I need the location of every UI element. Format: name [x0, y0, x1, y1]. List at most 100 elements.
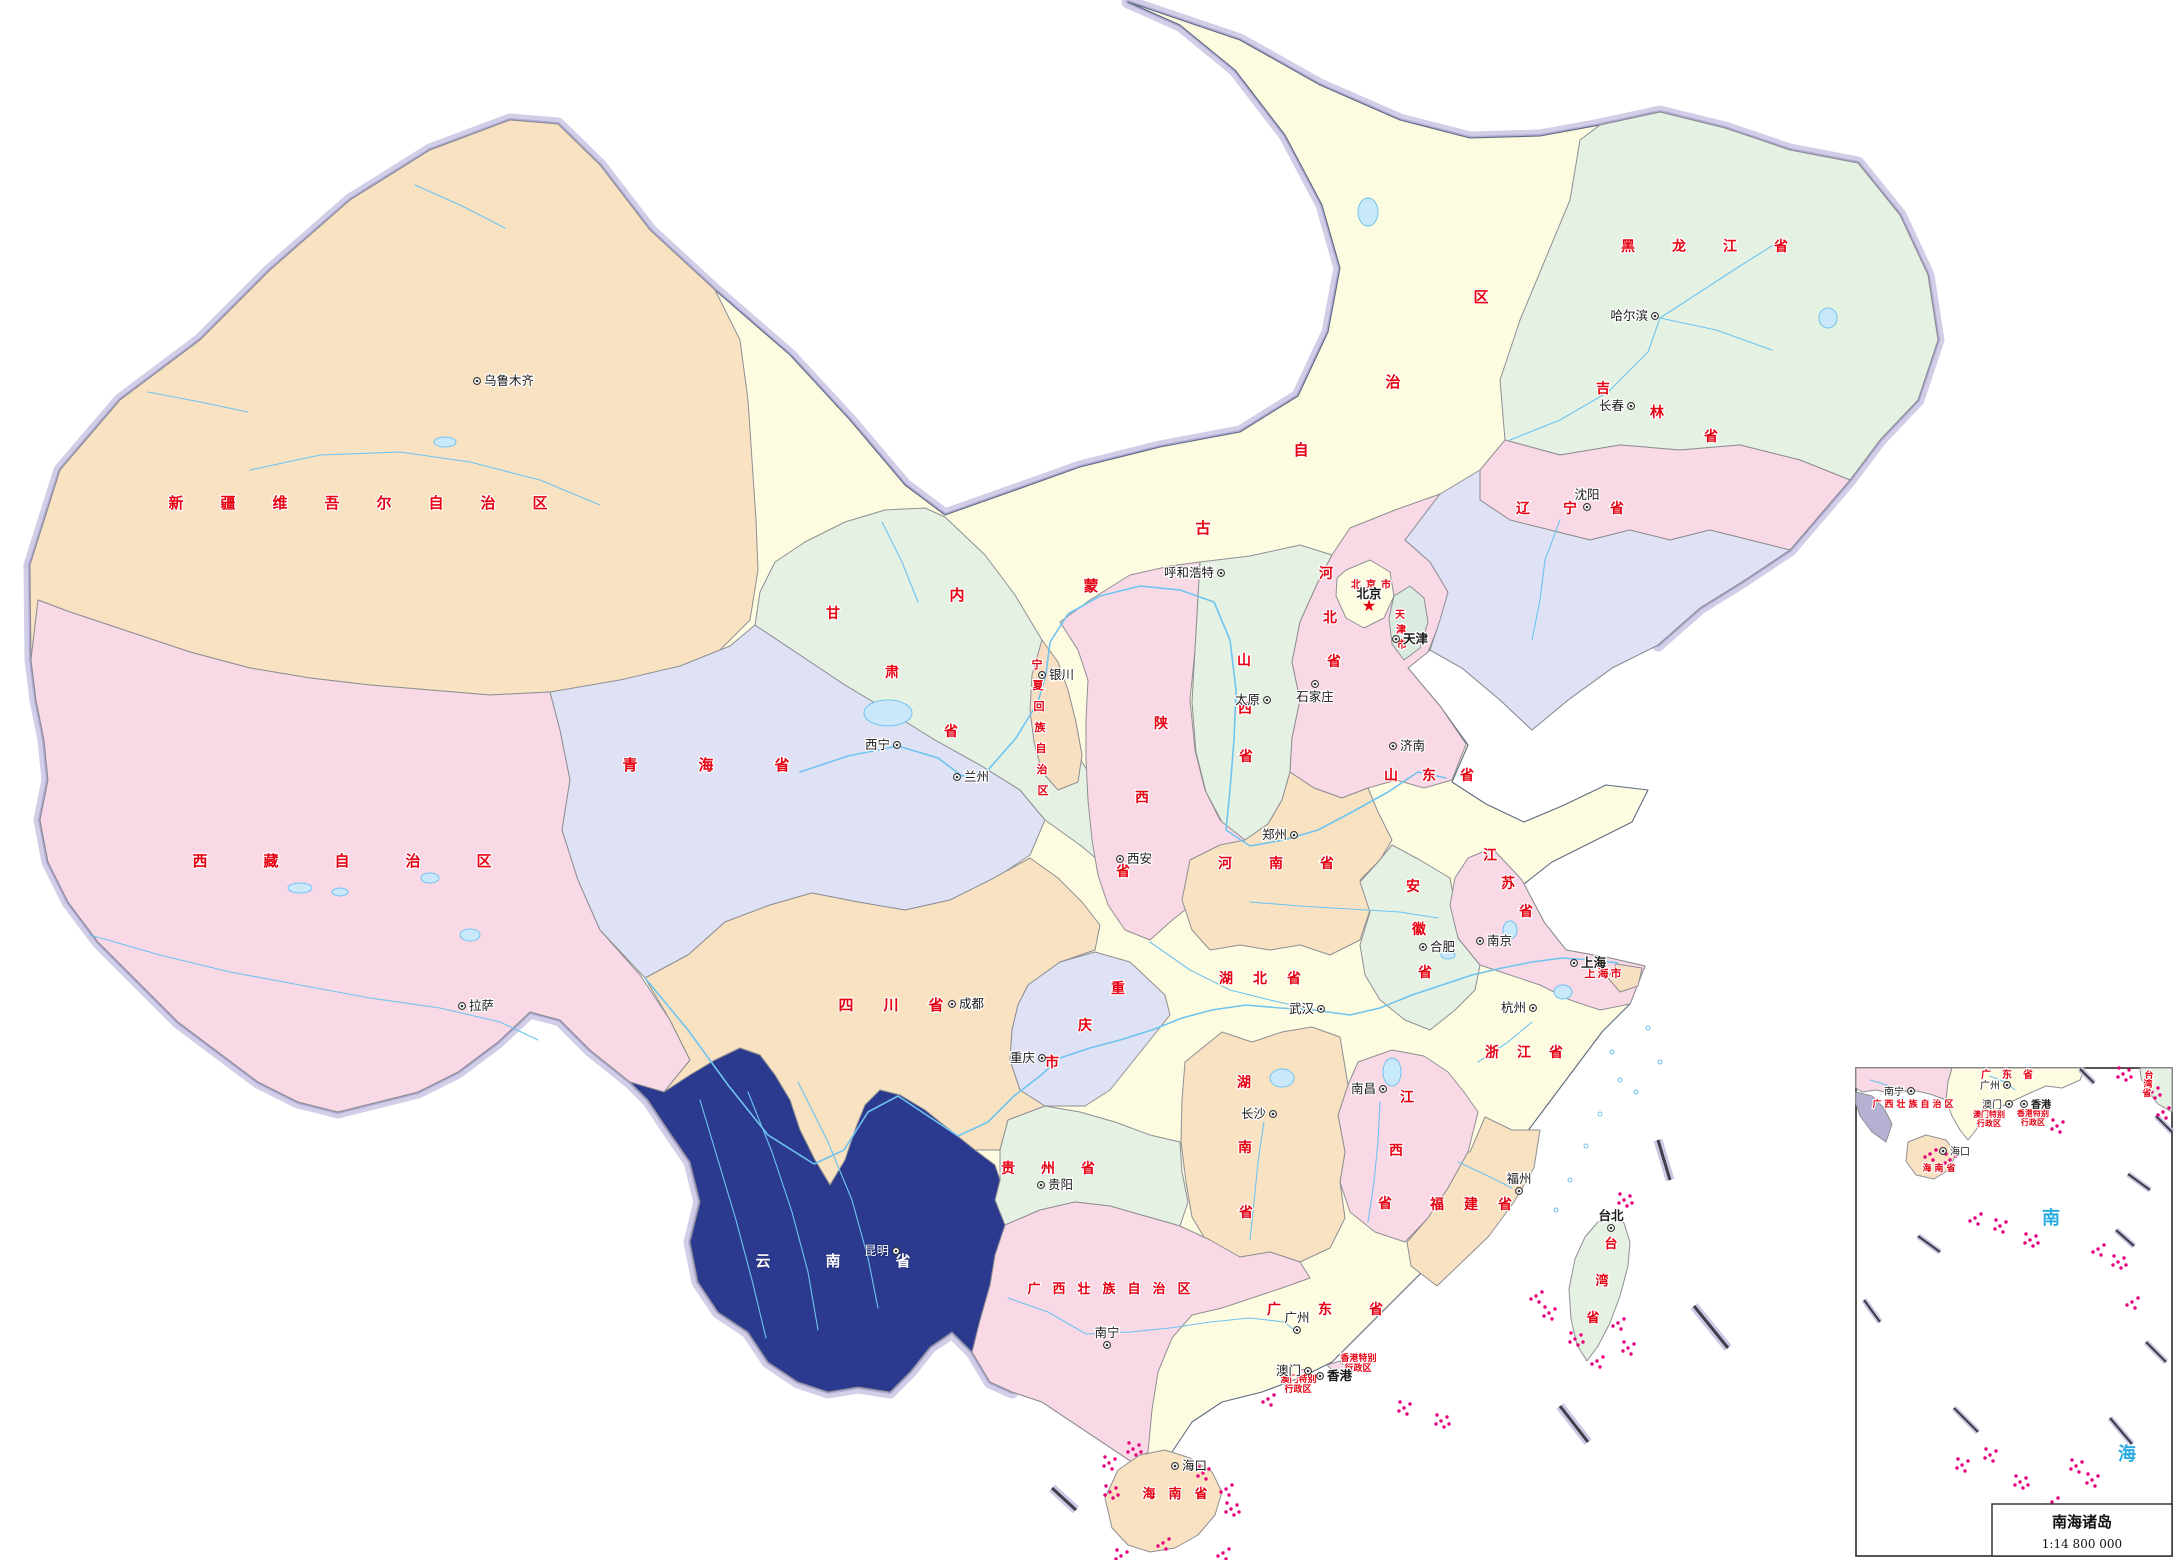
map-label-char: 浙 — [1485, 1044, 1499, 1061]
map-label-char: 海 — [1598, 966, 1609, 980]
map-label-char: 省 — [1417, 964, 1432, 981]
province-fujian[interactable] — [1406, 1116, 1541, 1287]
island-dot — [1237, 1510, 1241, 1514]
island-dot — [1619, 1327, 1623, 1331]
province-yunnan[interactable] — [629, 1047, 1006, 1393]
lake-hongze — [1502, 920, 1518, 940]
island-dot — [2018, 1480, 2022, 1484]
city-marker-dot — [894, 1249, 898, 1253]
city-海口: 海口 — [1939, 1144, 1971, 1159]
map-label-char: 东 — [1318, 1301, 1332, 1318]
island-dot — [1923, 1155, 1927, 1159]
island-dot — [2026, 1483, 2030, 1487]
island-dot — [1630, 1201, 1634, 1205]
city-marker-dot — [1941, 1149, 1945, 1153]
island-dot — [2161, 1110, 2165, 1114]
city-广州: 广州 — [1979, 1079, 2011, 1093]
city-label: 海口 — [1182, 1458, 1207, 1473]
map-label-char: 市 — [1611, 966, 1622, 980]
province-beijing[interactable] — [1335, 559, 1395, 629]
river-irtysh — [414, 184, 506, 229]
map-label-char: 区 — [1993, 1119, 2001, 1128]
island-dot — [1161, 1541, 1165, 1545]
map-label-char: 南 — [2042, 1207, 2060, 1229]
city-marker-dot — [955, 775, 959, 779]
map-label-char: 区 — [1944, 1099, 1953, 1110]
map-label-char: 尔 — [376, 494, 391, 512]
map-label-char: 夏 — [1033, 679, 1045, 692]
map-label-char: 江 — [1483, 847, 1497, 864]
map-label-char: 行 — [1976, 1118, 1985, 1128]
island-dot — [1988, 1453, 1992, 1457]
boundary-dash — [1692, 1305, 1730, 1349]
map-label-char: 南 — [825, 1252, 840, 1270]
province-liaoning[interactable] — [1404, 469, 1791, 731]
inset-taiwan — [2139, 1067, 2173, 1113]
island-dot — [2096, 1474, 2100, 1478]
island-dot — [1547, 1311, 1551, 1315]
map-label-char: 自 — [1127, 1281, 1140, 1297]
map-label-char: 海 — [698, 756, 713, 774]
region-hongkong[interactable] — [1326, 1360, 1348, 1377]
island-dot — [1103, 1493, 1107, 1497]
island-dot — [1113, 1457, 1117, 1461]
city-label: 福州 — [1506, 1171, 1531, 1186]
map-label-char: 台 — [2144, 1069, 2153, 1081]
province-hunan[interactable] — [1180, 1026, 1349, 1263]
map-label-char: 行 — [1343, 1362, 1353, 1374]
city-太原: 太原 — [1234, 691, 1271, 708]
map-label-char: 省 — [1518, 903, 1533, 920]
map-label-char: 重 — [1111, 980, 1125, 997]
island-dot — [1272, 1393, 1276, 1397]
map-label-char: 肃 — [885, 664, 899, 681]
province-tibet[interactable] — [30, 599, 691, 1113]
island-dot — [1204, 1477, 1208, 1481]
map-label-char: 特 — [2033, 1108, 2041, 1118]
province-taiwan[interactable] — [1568, 1212, 1631, 1362]
city-label: 天津 — [1403, 631, 1429, 646]
city-label: 兰州 — [964, 769, 989, 784]
boundary-dash — [2145, 1341, 2167, 1363]
island-dot — [2086, 1472, 2090, 1476]
map-label-char: 庆 — [1078, 1017, 1092, 1034]
island-dot — [2050, 1500, 2054, 1504]
city-海口: 海口 — [1171, 1457, 1208, 1474]
island-dot — [2061, 1120, 2065, 1124]
map-label-char: 特 — [1989, 1109, 1997, 1119]
province-shanghai[interactable] — [1607, 963, 1643, 993]
rivers — [89, 184, 1779, 1339]
map-label-char: 省 — [894, 1252, 910, 1270]
river-gan — [1367, 1101, 1381, 1223]
map-label-char: 青 — [622, 756, 637, 774]
city-福州: 福州 — [1505, 1170, 1533, 1195]
map-label-char: 川 — [882, 996, 898, 1014]
province-hainan[interactable] — [1104, 1449, 1223, 1553]
island-dot — [1632, 1342, 1636, 1346]
island-dot — [1581, 1340, 1585, 1344]
map-label-char: 西 — [192, 852, 207, 870]
inset-title: 南海诸岛 — [2052, 1513, 2112, 1531]
river-jinsha — [797, 1081, 879, 1309]
island-dot — [1998, 1224, 2002, 1228]
city-label: 澳门 — [1982, 1098, 2002, 1111]
map-label-char: 政 — [1985, 1118, 1993, 1128]
province-xinjiang[interactable] — [29, 119, 759, 696]
map-label-char: 藏 — [263, 852, 278, 870]
city-西宁: 西宁 — [864, 736, 901, 753]
map-label-char: 南 — [1238, 1139, 1252, 1156]
island-dot — [1227, 1493, 1231, 1497]
city-marker-dot — [1173, 1464, 1177, 1468]
island-dot — [2074, 1464, 2078, 1468]
city-marker-dot — [1118, 857, 1122, 861]
map-label-char: 澳 — [1973, 1109, 1982, 1119]
city-markers: 乌鲁木齐拉萨西宁兰州银川呼和浩特哈尔滨长春沈阳★北京天津石家庄太原济南郑州西安武… — [458, 307, 1659, 1474]
lakes — [287, 197, 1838, 1088]
island-dot — [2129, 1075, 2133, 1079]
island-dot — [1954, 1154, 1958, 1158]
map-label-char: 江 — [1517, 1044, 1531, 1061]
map-label-char: 自 — [334, 852, 349, 870]
map-label-char: 东 — [2002, 1068, 2012, 1081]
island-dot — [1156, 1544, 1160, 1548]
island-dot — [1131, 1447, 1135, 1451]
